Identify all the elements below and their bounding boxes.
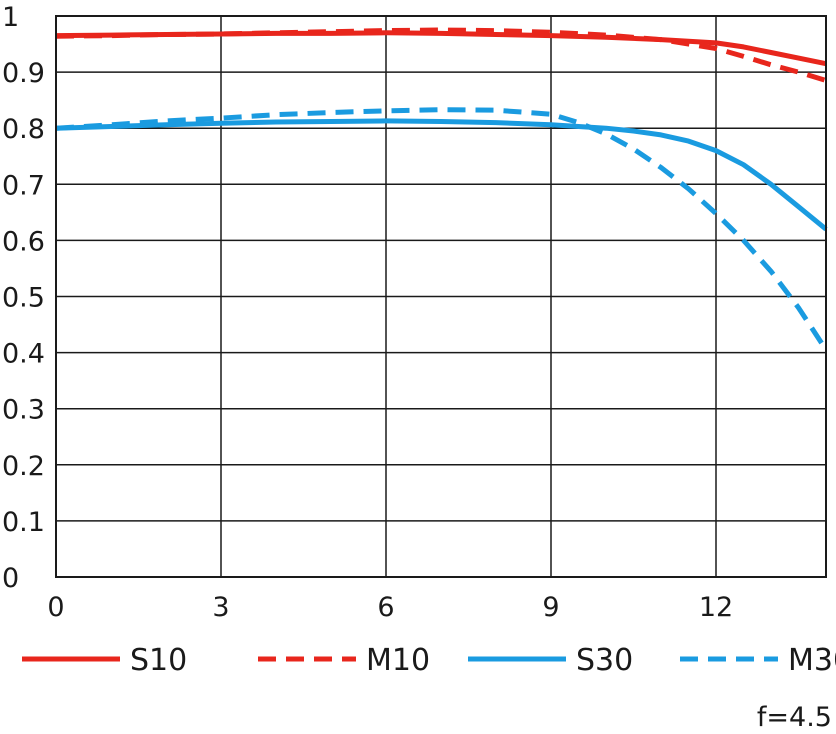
y-tick-label: 0.1 (2, 507, 45, 538)
series-lines (55, 27, 829, 352)
y-tick-labels: 0 0.1 0.2 0.3 0.4 0.5 0.6 0.7 0.8 0.9 1 (2, 2, 45, 594)
y-tick-label: 0.3 (2, 395, 45, 426)
x-tick-labels: 0 3 6 9 12 (47, 592, 733, 623)
series-line-s30 (55, 118, 828, 232)
legend-label-m10: M10 (366, 643, 430, 678)
x-tick-label: 3 (212, 592, 229, 623)
y-tick-label: 0.6 (2, 226, 45, 257)
plot-frame (55, 15, 827, 578)
y-tick-label: 0.8 (2, 114, 45, 145)
y-tick-label: 0.5 (2, 283, 45, 314)
x-tick-label: 6 (377, 592, 394, 623)
y-tick-label: 0.7 (2, 170, 45, 201)
aperture-annotation: f=4.5 (757, 702, 832, 733)
legend: S10 M10 S30 M30 (22, 643, 836, 678)
series-line-m30 (55, 107, 829, 352)
y-tick-label: 0.2 (2, 451, 45, 482)
series-line-m10 (55, 27, 827, 83)
y-tick-label: 0.4 (2, 339, 45, 370)
x-tick-label: 12 (699, 592, 733, 623)
x-tick-label: 9 (542, 592, 559, 623)
y-tick-label: 1 (2, 2, 19, 33)
legend-label-s30: S30 (576, 643, 633, 678)
legend-label-m30: M30 (788, 643, 836, 678)
grid (55, 15, 826, 578)
legend-label-s10: S10 (130, 643, 187, 678)
y-tick-label: 0.9 (2, 58, 45, 89)
y-tick-label: 0 (2, 563, 19, 594)
x-tick-label: 0 (47, 592, 64, 623)
